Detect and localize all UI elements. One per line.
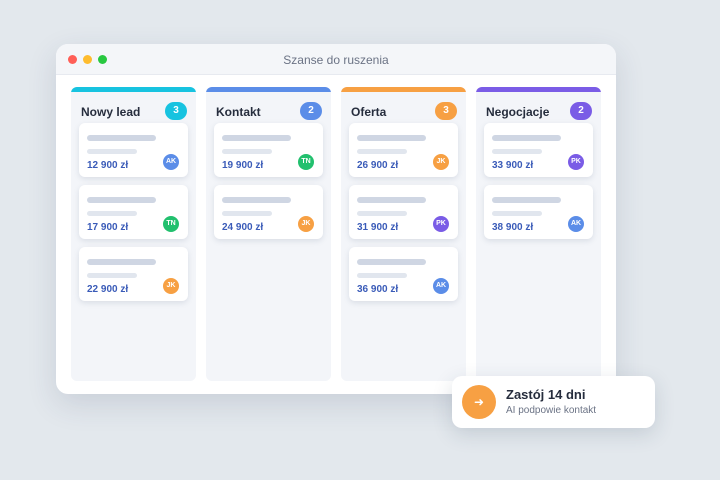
app-window: Szanse do ruszenia Nowy lead 3 12 900 zł AK… <box>56 44 616 394</box>
close-window-button[interactable] <box>68 55 77 64</box>
card-subtitle-placeholder <box>222 211 272 216</box>
column-header: Nowy lead 3 <box>71 92 196 126</box>
deal-amount: 12 900 zł <box>87 160 129 171</box>
owner-avatar: AK <box>568 216 584 232</box>
deal-card[interactable]: 36 900 zł AK <box>349 247 458 301</box>
owner-avatar: JK <box>163 278 179 294</box>
owner-avatar: AK <box>163 154 179 170</box>
column-accent-bar <box>341 87 466 92</box>
card-title-placeholder <box>87 135 156 141</box>
deal-card[interactable]: 17 900 zł TN <box>79 185 188 239</box>
minimize-window-button[interactable] <box>83 55 92 64</box>
deal-amount: 22 900 zł <box>87 284 129 295</box>
deal-amount: 17 900 zł <box>87 222 129 233</box>
owner-avatar: TN <box>163 216 179 232</box>
deal-card[interactable]: 22 900 zł JK <box>79 247 188 301</box>
pipeline-column: Nowy lead 3 12 900 zł AK 17 900 zł TN 22 900 z… <box>71 87 196 381</box>
maximize-window-button[interactable] <box>98 55 107 64</box>
deal-amount: 31 900 zł <box>357 222 399 233</box>
arrow-right-icon[interactable]: ➜ <box>462 385 496 419</box>
column-title: Negocjacje <box>486 105 550 119</box>
card-title-placeholder <box>357 135 426 141</box>
owner-avatar: AK <box>433 278 449 294</box>
deal-amount: 26 900 zł <box>357 160 399 171</box>
deal-amount: 38 900 zł <box>492 222 534 233</box>
column-accent-bar <box>476 87 601 92</box>
deal-card[interactable]: 26 900 zł JK <box>349 123 458 177</box>
title-bar: Szanse do ruszenia <box>56 44 616 75</box>
column-accent-bar <box>206 87 331 92</box>
column-header: Negocjacje 2 <box>476 92 601 126</box>
pipeline-column: Kontakt 2 19 900 zł TN 24 900 zł JK <box>206 87 331 381</box>
card-subtitle-placeholder <box>492 149 542 154</box>
card-subtitle-placeholder <box>222 149 272 154</box>
pipeline-column: Negocjacje 2 33 900 zł PK 38 900 zł AK <box>476 87 601 381</box>
column-count-badge: 3 <box>435 102 457 120</box>
owner-avatar: TN <box>298 154 314 170</box>
owner-avatar: JK <box>433 154 449 170</box>
owner-avatar: JK <box>298 216 314 232</box>
column-header: Kontakt 2 <box>206 92 331 126</box>
card-subtitle-placeholder <box>492 211 542 216</box>
deal-card[interactable]: 12 900 zł AK <box>79 123 188 177</box>
deal-card[interactable]: 19 900 zł TN <box>214 123 323 177</box>
deal-card[interactable]: 24 900 zł JK <box>214 185 323 239</box>
pipeline-column: Oferta 3 26 900 zł JK 31 900 zł PK 36 900 zł AK <box>341 87 466 381</box>
card-title-placeholder <box>492 197 561 203</box>
card-title-placeholder <box>222 197 291 203</box>
owner-avatar: PK <box>568 154 584 170</box>
column-count-badge: 3 <box>165 102 187 120</box>
column-title: Oferta <box>351 105 387 119</box>
card-title-placeholder <box>492 135 561 141</box>
deal-amount: 33 900 zł <box>492 160 534 171</box>
column-title: Kontakt <box>216 105 261 119</box>
column-title: Nowy lead <box>81 105 141 119</box>
deal-card[interactable]: 31 900 zł PK <box>349 185 458 239</box>
column-header: Oferta 3 <box>341 92 466 126</box>
column-count-badge: 2 <box>300 102 322 120</box>
column-count-badge: 2 <box>570 102 592 120</box>
card-subtitle-placeholder <box>357 273 407 278</box>
card-title-placeholder <box>87 197 156 203</box>
card-title-placeholder <box>87 259 156 265</box>
card-subtitle-placeholder <box>87 273 137 278</box>
deal-card[interactable]: 38 900 zł AK <box>484 185 593 239</box>
card-subtitle-placeholder <box>87 211 137 216</box>
owner-avatar: PK <box>433 216 449 232</box>
deal-card[interactable]: 33 900 zł PK <box>484 123 593 177</box>
deal-amount: 24 900 zł <box>222 222 264 233</box>
notification-title: Zastój 14 dni <box>506 387 586 402</box>
stall-notification[interactable]: ➜ Zastój 14 dni AI podpowie kontakt <box>452 376 655 428</box>
card-title-placeholder <box>357 259 426 265</box>
column-accent-bar <box>71 87 196 92</box>
notification-subtitle: AI podpowie kontakt <box>506 405 597 416</box>
deal-amount: 36 900 zł <box>357 284 399 295</box>
card-subtitle-placeholder <box>357 211 407 216</box>
card-subtitle-placeholder <box>87 149 137 154</box>
window-title: Szanse do ruszenia <box>283 53 389 67</box>
card-subtitle-placeholder <box>357 149 407 154</box>
card-title-placeholder <box>222 135 291 141</box>
card-title-placeholder <box>357 197 426 203</box>
deal-amount: 19 900 zł <box>222 160 264 171</box>
